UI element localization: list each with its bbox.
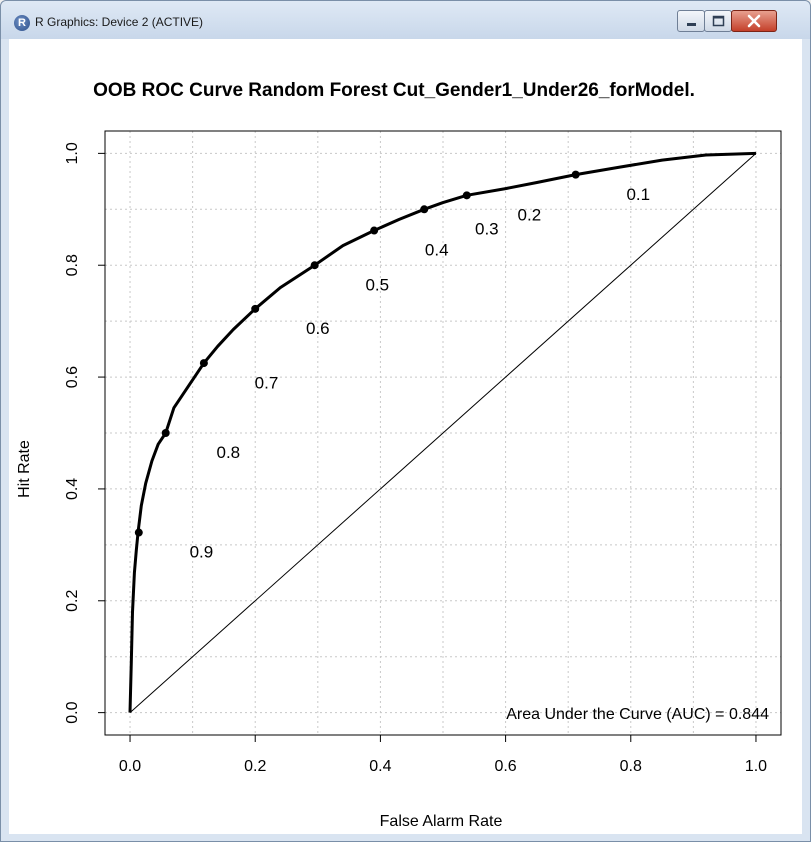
threshold-label: 0.7 — [255, 373, 279, 392]
threshold-point — [310, 261, 319, 270]
minimize-icon — [687, 23, 696, 26]
threshold-point — [161, 429, 170, 437]
threshold-points-layer: 0.9 0.8 0.7 0.6 0.5 0.4 0.3 0.2 0.1 — [134, 170, 650, 562]
y-tick-label: 0.6 — [64, 366, 81, 388]
threshold-label: 0.8 — [216, 443, 240, 462]
r-logo-icon: R — [14, 15, 30, 31]
roc-curve-line — [128, 151, 757, 713]
y-axis-label: Hit Rate — [16, 440, 33, 498]
x-tick-label: 1.0 — [745, 758, 767, 775]
axes: 0.0 0.2 0.4 0.6 0.8 1.0 0.0 0.2 0.4 0.6 0.8 1.0 — [64, 130, 782, 775]
threshold-point — [199, 359, 208, 368]
threshold-point — [462, 191, 471, 200]
diagonal-line — [129, 152, 757, 714]
y-tick-label: 1.0 — [64, 142, 81, 164]
x-tick-label: 0.8 — [620, 758, 642, 775]
x-axis-label: False Alarm Rate — [380, 813, 503, 830]
threshold-label: 0.6 — [306, 319, 330, 338]
plot-canvas: OOB ROC Curve Random Forest Cut_Gender1_… — [9, 39, 802, 834]
reference-diagonal — [129, 152, 757, 714]
x-tick-label: 0.6 — [494, 758, 516, 775]
x-tick-label: 0.4 — [369, 758, 391, 775]
roc-curve-layer — [128, 151, 757, 713]
threshold-point — [251, 304, 260, 313]
auc-annotation: Area Under the Curve (AUC) = 0.844 — [506, 706, 769, 723]
y-tick-label: 0.4 — [64, 478, 81, 500]
y-tick-label: 0.8 — [64, 254, 81, 276]
threshold-point — [370, 226, 379, 235]
threshold-label: 0.5 — [365, 275, 389, 294]
threshold-label: 0.4 — [425, 241, 449, 260]
close-button[interactable] — [731, 10, 777, 32]
threshold-label: 0.1 — [626, 185, 650, 204]
threshold-point — [571, 170, 580, 179]
minimize-button[interactable] — [677, 10, 705, 32]
x-tick-label: 0.0 — [119, 758, 141, 775]
maximize-icon — [712, 15, 725, 27]
threshold-label: 0.9 — [190, 543, 214, 562]
y-tick-label: 0.2 — [64, 590, 81, 612]
threshold-label: 0.2 — [518, 205, 542, 224]
threshold-label: 0.3 — [475, 219, 499, 238]
roc-chart: OOB ROC Curve Random Forest Cut_Gender1_… — [16, 80, 782, 830]
plot-frame — [104, 130, 782, 736]
close-icon — [747, 14, 761, 28]
maximize-button[interactable] — [704, 10, 732, 32]
chart-title: OOB ROC Curve Random Forest Cut_Gender1_… — [93, 80, 695, 101]
threshold-point — [420, 205, 429, 214]
x-tick-label: 0.2 — [244, 758, 266, 775]
window-title: R Graphics: Device 2 (ACTIVE) — [35, 15, 204, 29]
title-bar[interactable]: R R Graphics: Device 2 (ACTIVE) — [1, 1, 810, 39]
threshold-point — [134, 528, 143, 537]
y-tick-label: 0.0 — [64, 701, 81, 723]
